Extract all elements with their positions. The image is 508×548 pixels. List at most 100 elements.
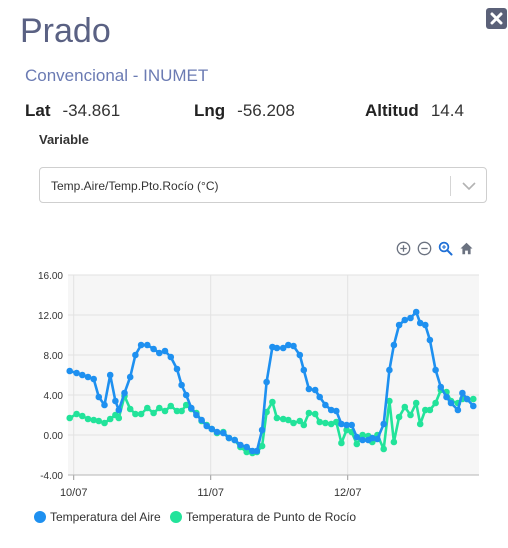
dew-point-point[interactable] bbox=[243, 448, 250, 456]
air-temperature-point[interactable] bbox=[343, 421, 350, 429]
air-temperature-point[interactable] bbox=[426, 336, 434, 344]
dew-point-point[interactable] bbox=[426, 406, 434, 414]
air-temperature-point[interactable] bbox=[73, 369, 80, 377]
air-temperature-point[interactable] bbox=[316, 393, 324, 401]
air-temperature-point[interactable] bbox=[115, 406, 123, 414]
air-temperature-point[interactable] bbox=[198, 416, 205, 424]
air-temperature-point[interactable] bbox=[327, 406, 335, 414]
air-temperature-point[interactable] bbox=[380, 420, 388, 428]
dew-point-point[interactable] bbox=[343, 426, 350, 434]
air-temperature-point[interactable] bbox=[231, 436, 238, 444]
dew-point-point[interactable] bbox=[161, 407, 169, 415]
dew-point-point[interactable] bbox=[126, 405, 134, 413]
air-temperature-point[interactable] bbox=[296, 351, 304, 359]
air-temperature-point[interactable] bbox=[333, 407, 340, 415]
air-temperature-point[interactable] bbox=[279, 344, 287, 352]
dew-point-point[interactable] bbox=[470, 395, 477, 403]
close-button[interactable] bbox=[486, 8, 507, 29]
air-temperature-point[interactable] bbox=[173, 365, 181, 373]
air-temperature-point[interactable] bbox=[112, 397, 119, 405]
air-temperature-point[interactable] bbox=[459, 389, 466, 397]
air-temperature-point[interactable] bbox=[359, 436, 366, 444]
dew-point-point[interactable] bbox=[316, 418, 324, 426]
air-temperature-point[interactable] bbox=[95, 393, 103, 401]
air-temperature-point[interactable] bbox=[300, 366, 308, 374]
air-temperature-point[interactable] bbox=[311, 386, 319, 394]
dew-point-point[interactable] bbox=[290, 419, 297, 427]
dew-point-point[interactable] bbox=[95, 417, 103, 425]
air-temperature-point[interactable] bbox=[182, 391, 190, 399]
air-temperature-point[interactable] bbox=[66, 367, 73, 375]
zoom-in-button[interactable] bbox=[395, 240, 412, 257]
dew-point-point[interactable] bbox=[279, 415, 287, 423]
dew-point-point[interactable] bbox=[178, 407, 185, 415]
air-temperature-point[interactable] bbox=[447, 399, 455, 407]
dew-point-point[interactable] bbox=[182, 401, 190, 409]
air-temperature-point[interactable] bbox=[84, 373, 92, 381]
dew-point-point[interactable] bbox=[144, 404, 151, 412]
air-temperature-point[interactable] bbox=[237, 441, 244, 449]
dew-point-point[interactable] bbox=[73, 410, 80, 418]
dew-point-point[interactable] bbox=[386, 397, 393, 405]
dew-point-point[interactable] bbox=[380, 445, 388, 453]
dew-point-point[interactable] bbox=[401, 403, 409, 411]
air-temperature-point[interactable] bbox=[258, 426, 266, 434]
air-temperature-point[interactable] bbox=[463, 395, 471, 403]
air-temperature-point[interactable] bbox=[432, 366, 439, 374]
dew-point-point[interactable] bbox=[395, 413, 403, 421]
dew-point-point[interactable] bbox=[422, 406, 429, 414]
air-temperature-point[interactable] bbox=[390, 341, 398, 349]
air-temperature-point[interactable] bbox=[225, 434, 233, 442]
air-temperature-point[interactable] bbox=[386, 366, 393, 374]
air-temperature-point[interactable] bbox=[178, 381, 185, 389]
selection-zoom-button[interactable] bbox=[437, 240, 454, 257]
air-temperature-point[interactable] bbox=[416, 319, 424, 327]
air-temperature-point[interactable] bbox=[374, 435, 381, 443]
variable-select[interactable]: Temp.Aire/Temp.Pto.Rocío (°C) bbox=[39, 167, 487, 203]
reset-zoom-button[interactable] bbox=[458, 240, 475, 257]
air-temperature-point[interactable] bbox=[203, 422, 210, 430]
legend-item-air[interactable]: Temperatura del Aire bbox=[34, 510, 161, 524]
dew-point-point[interactable] bbox=[407, 411, 414, 419]
air-temperature-point[interactable] bbox=[193, 411, 200, 419]
air-temperature-point[interactable] bbox=[156, 349, 163, 357]
air-temperature-point[interactable] bbox=[290, 342, 297, 350]
air-temperature-point[interactable] bbox=[101, 401, 108, 409]
air-temperature-point[interactable] bbox=[338, 420, 345, 428]
dew-point-point[interactable] bbox=[137, 410, 145, 418]
air-temperature-point[interactable] bbox=[220, 429, 227, 437]
dew-point-point[interactable] bbox=[296, 417, 304, 425]
dew-point-point[interactable] bbox=[390, 438, 398, 446]
air-temperature-point[interactable] bbox=[79, 371, 86, 379]
dew-point-point[interactable] bbox=[156, 404, 163, 412]
dew-point-point[interactable] bbox=[285, 416, 292, 424]
air-temperature-point[interactable] bbox=[401, 316, 409, 324]
air-temperature-point[interactable] bbox=[369, 434, 376, 442]
air-temperature-point[interactable] bbox=[285, 341, 292, 349]
legend-item-dew[interactable]: Temperatura de Punto de Rocío bbox=[170, 510, 356, 524]
air-temperature-point[interactable] bbox=[126, 373, 134, 381]
dew-point-point[interactable] bbox=[132, 410, 139, 418]
air-temperature-point[interactable] bbox=[213, 428, 221, 436]
air-temperature-point[interactable] bbox=[208, 425, 216, 433]
chevron-down-icon[interactable] bbox=[461, 179, 477, 193]
air-temperature-point[interactable] bbox=[422, 321, 429, 329]
air-temperature-point[interactable] bbox=[161, 347, 169, 355]
dew-point-point[interactable] bbox=[338, 439, 345, 447]
dew-point-point[interactable] bbox=[273, 414, 281, 422]
dew-point-point[interactable] bbox=[106, 415, 114, 423]
dew-point-point[interactable] bbox=[311, 410, 319, 418]
dew-point-point[interactable] bbox=[416, 420, 424, 428]
air-temperature-point[interactable] bbox=[263, 378, 270, 386]
dew-point-point[interactable] bbox=[333, 418, 340, 426]
air-temperature-point[interactable] bbox=[322, 401, 329, 409]
dew-point-point[interactable] bbox=[432, 399, 439, 407]
dew-point-point[interactable] bbox=[300, 421, 308, 429]
air-temperature-point[interactable] bbox=[395, 321, 403, 329]
air-temperature-point[interactable] bbox=[273, 344, 281, 352]
dew-point-point[interactable] bbox=[353, 440, 361, 448]
dew-point-point[interactable] bbox=[150, 409, 157, 417]
air-temperature-point[interactable] bbox=[253, 447, 261, 455]
air-temperature-point[interactable] bbox=[188, 404, 195, 412]
air-temperature-point[interactable] bbox=[348, 421, 356, 429]
